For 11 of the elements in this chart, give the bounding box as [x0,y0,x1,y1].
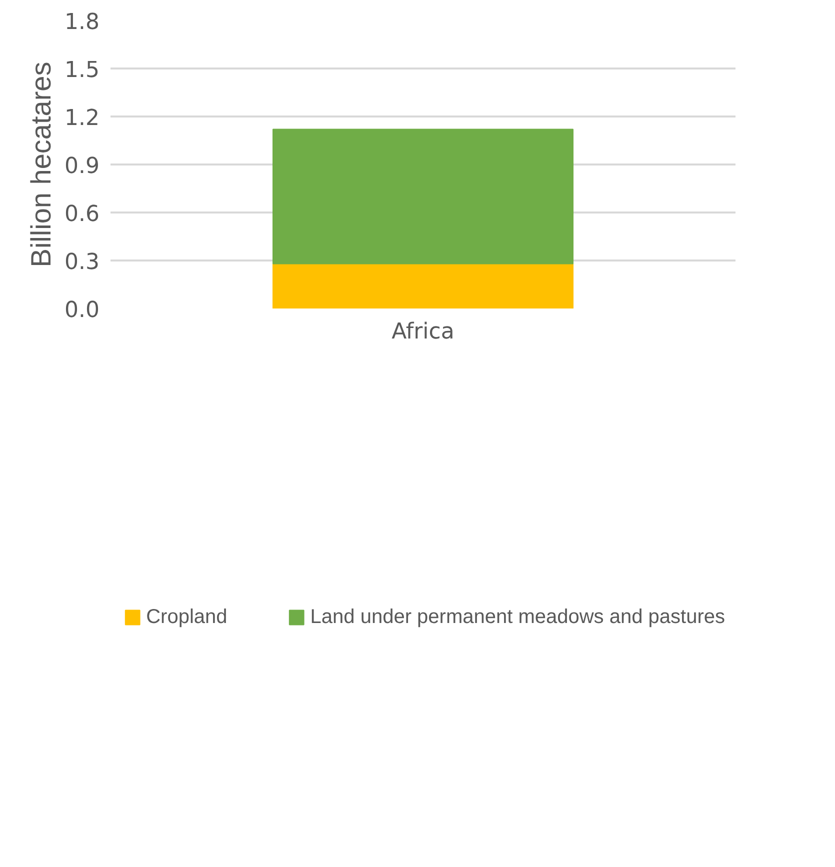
y-tick-label: 0.9 [64,154,100,179]
y-tick-label: 1.2 [64,106,100,131]
y-tick-label: 0.6 [64,202,100,227]
legend-label: Cropland [146,606,228,628]
x-tick-label: Africa [392,320,454,344]
y-tick-label: 1.8 [64,10,100,35]
legend-label: Land under permanent meadows and pastures [310,606,725,628]
y-tick-label: 0.3 [64,250,100,275]
y-axis-title: Billion hecatares [26,62,57,268]
y-tick-label: 0.0 [64,298,100,323]
y-tick-label: 1.5 [64,58,100,83]
